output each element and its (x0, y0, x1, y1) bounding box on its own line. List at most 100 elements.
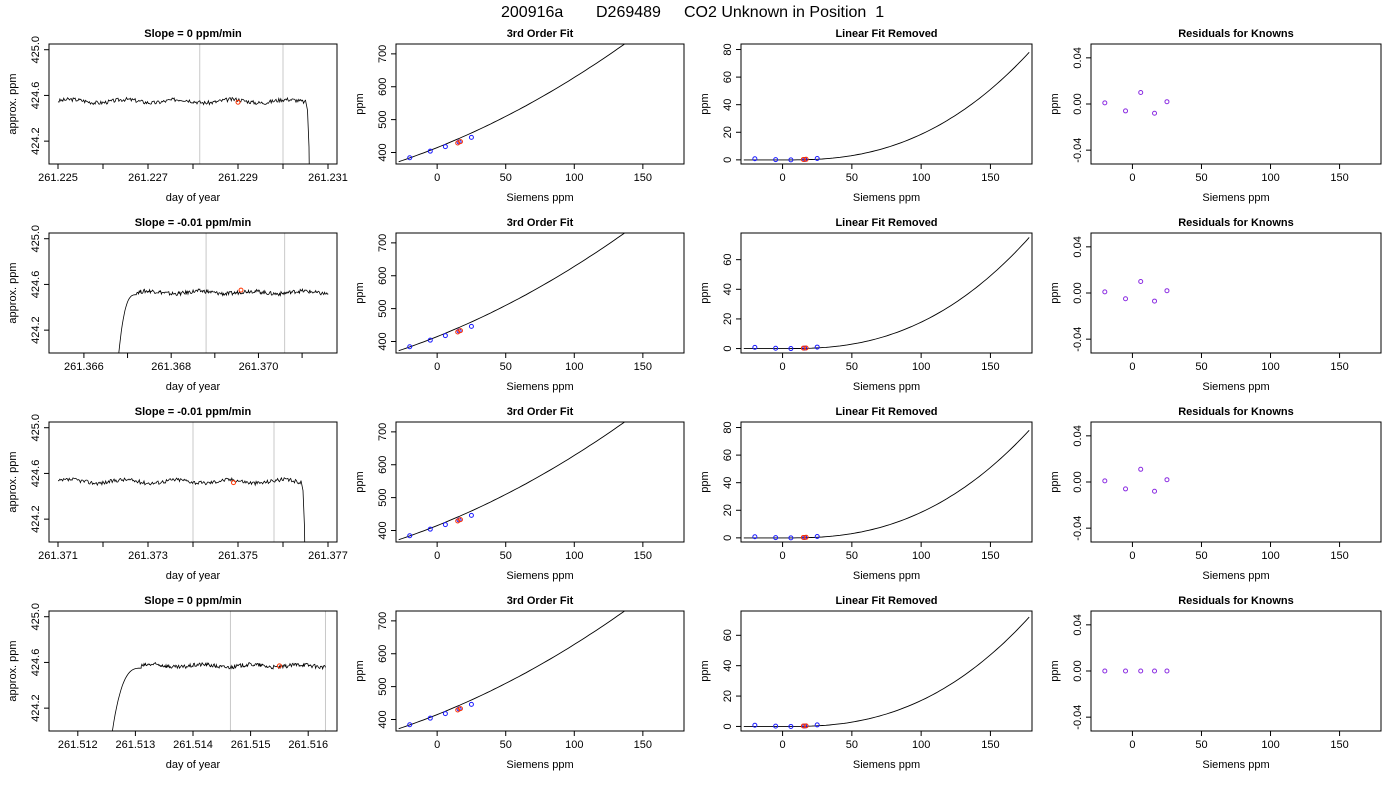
x-tick-label: 261.370 (239, 361, 279, 373)
y-axis-label: ppm (699, 282, 711, 303)
unknown-point (800, 156, 806, 162)
standard-point (468, 134, 474, 140)
unknown-point (455, 140, 461, 146)
unknown-point (457, 517, 463, 523)
standard-point (814, 533, 820, 539)
y-tick-label: 600 (377, 78, 389, 96)
panel-fit-row-2: 3rd Order Fit Siemens ppm ppm 0 50 100 150 400 5… (354, 217, 685, 393)
x-axis: 0 50 100 150 (434, 353, 652, 373)
standard-point (1138, 668, 1144, 674)
x-tick-label: 261.366 (64, 361, 104, 373)
standard-point (407, 155, 413, 161)
unknown-point (455, 329, 461, 335)
standard-point (1123, 296, 1129, 302)
x-tick-label: 0 (434, 361, 440, 373)
y-tick-label: 80 (722, 43, 734, 55)
standard-point (773, 723, 779, 729)
plot-area (398, 422, 626, 541)
y-tick-label: 424.2 (30, 127, 42, 155)
concentration-trace (57, 96, 310, 164)
x-tick-label: 100 (1261, 172, 1279, 184)
plot-area (112, 611, 326, 731)
y-axis-label: approx. ppm (7, 262, 19, 323)
x-axis: 0 50 100 150 (780, 353, 1000, 373)
x-axis-label: day of year (166, 759, 221, 771)
x-axis-label: Siemens ppm (1202, 192, 1269, 204)
heading-label: CO2 Unknown in Position 1 (684, 4, 884, 21)
unknown-marker (238, 287, 244, 293)
y-tick-label: -0.04 (1072, 138, 1084, 163)
y-tick-label: 0.00 (1072, 471, 1084, 492)
x-tick-label: 50 (846, 739, 858, 751)
panel-frame (740, 43, 1033, 165)
y-axis: 0 20 40 60 (722, 629, 741, 730)
y-tick-label: 0 (722, 345, 734, 351)
standard-point (773, 157, 779, 163)
panel-linres-row-3: Linear Fit Removed Siemens ppm ppm 0 50 100 15… (699, 406, 1033, 582)
tank-id-label: D269489 (596, 4, 661, 21)
standard-point (752, 534, 758, 540)
run-id-label: 200916a (501, 4, 563, 21)
panel-fit-row-3: 3rd Order Fit Siemens ppm ppm 0 50 100 150 400 5… (354, 406, 685, 582)
x-tick-label: 0 (780, 172, 786, 184)
plot-area (118, 233, 329, 353)
x-tick-label: 150 (634, 172, 652, 184)
standard-point (788, 157, 794, 163)
y-tick-label: -0.04 (1072, 516, 1084, 541)
x-tick-label: 50 (846, 361, 858, 373)
concentration-trace (118, 287, 329, 353)
y-tick-label: 20 (722, 504, 734, 516)
standard-point (442, 711, 448, 717)
x-tick-label: 0 (1129, 361, 1135, 373)
plot-area (1102, 466, 1170, 494)
fit-curve (743, 429, 1030, 539)
x-tick-label: 0 (434, 172, 440, 184)
y-tick-label: 40 (722, 477, 734, 489)
x-tick-label: 261.231 (308, 172, 348, 184)
x-tick-label: 261.516 (288, 739, 328, 751)
y-tick-label: 425.0 (30, 225, 42, 253)
plot-area (58, 422, 306, 542)
y-tick-label: 60 (722, 254, 734, 266)
standard-point (1123, 668, 1129, 674)
plot-area (398, 611, 626, 730)
unknown-point (803, 156, 809, 162)
x-tick-label: 150 (981, 172, 999, 184)
y-axis-label: ppm (1049, 471, 1061, 492)
y-tick-label: 425.0 (30, 414, 42, 442)
standard-point (773, 345, 779, 351)
standard-point (442, 144, 448, 150)
x-tick-label: 100 (912, 739, 930, 751)
y-tick-label: 0.00 (1072, 282, 1084, 303)
x-tick-label: 0 (1129, 172, 1135, 184)
y-tick-label: 0 (722, 157, 734, 163)
x-tick-label: 261.368 (151, 361, 191, 373)
panel-title: Linear Fit Removed (835, 217, 937, 229)
x-axis: 261.366 261.368 261.370 (64, 353, 303, 373)
panel-frame (1090, 43, 1382, 165)
panel-frame (48, 421, 338, 543)
x-tick-label: 261.225 (38, 172, 78, 184)
x-tick-label: 0 (434, 550, 440, 562)
x-axis: 0 50 100 150 (1129, 164, 1349, 184)
panel-knownres-row-1: Residuals for Knowns Siemens ppm ppm 0 50 100… (1049, 28, 1382, 204)
unknown-point (455, 518, 461, 524)
y-tick-label: 0.04 (1072, 236, 1084, 257)
y-axis-label: approx. ppm (7, 640, 19, 701)
standard-point (427, 148, 433, 154)
panel-frame (395, 610, 685, 732)
y-axis: 400 500 600 700 (377, 234, 396, 351)
fit-curve (743, 51, 1030, 161)
panel-timeseries-row-2: Slope = -0.01 ppm/min day of year approx. … (7, 217, 338, 393)
x-tick-label: 50 (1195, 739, 1207, 751)
panel-frame (740, 610, 1033, 732)
plot-area (1102, 89, 1170, 116)
x-tick-label: 100 (1261, 361, 1279, 373)
plot-area (1102, 668, 1170, 674)
unknown-point (800, 345, 806, 351)
x-tick-label: 50 (1195, 172, 1207, 184)
standard-point (468, 323, 474, 329)
panel-title: Slope = -0.01 ppm/min (135, 217, 252, 229)
y-tick-label: 20 (722, 690, 734, 702)
x-tick-label: 261.513 (116, 739, 156, 751)
